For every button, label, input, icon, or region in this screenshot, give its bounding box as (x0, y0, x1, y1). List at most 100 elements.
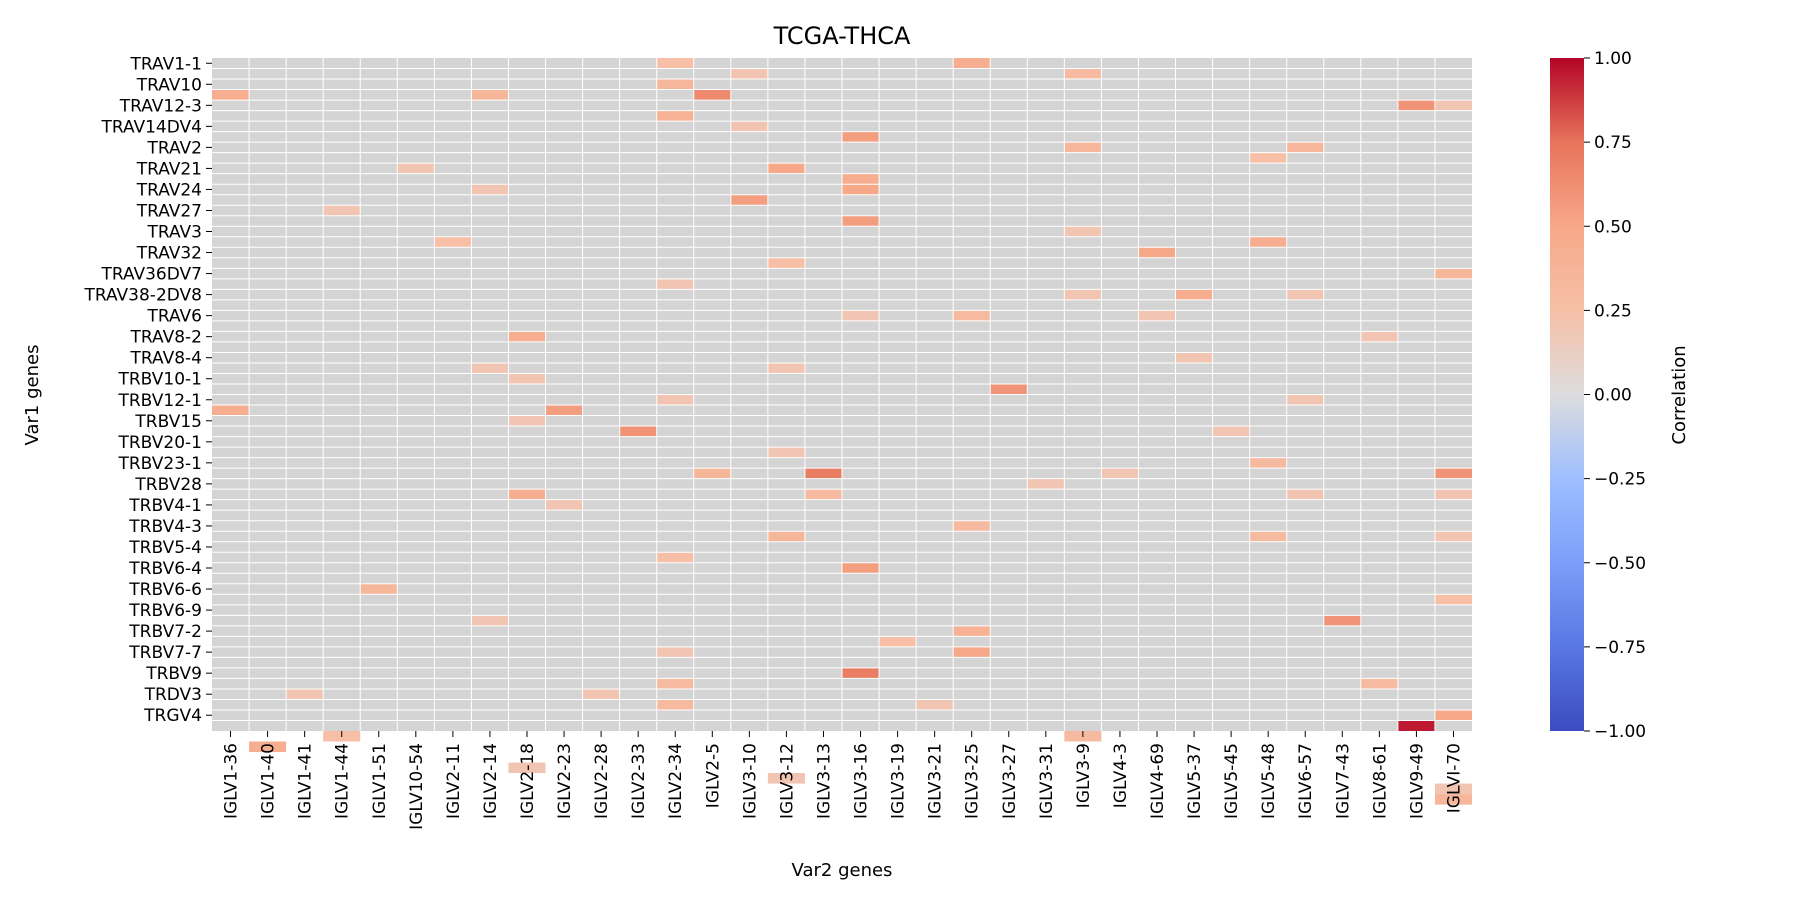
colorbar-tick-label: −0.75 (1594, 638, 1646, 658)
heatmap-cell (1175, 289, 1213, 300)
heatmap-cell (656, 646, 694, 658)
heatmap-cell (1064, 142, 1102, 153)
x-tick-label: IGLV2-33 (629, 743, 649, 819)
colorbar-ticks: 1.00 0.75 0.50 0.25 0.00 −0.25 −0.50 −0.75 −1.00 (1584, 49, 1646, 742)
x-tick-label: IGLV2-18 (518, 743, 538, 819)
y-tick-label: TRDV3 (144, 685, 202, 705)
heatmap-cell (842, 131, 880, 143)
heatmap-cell (508, 762, 546, 774)
y-tick-label: TRAV1-1 (130, 54, 202, 74)
heatmap-cell (1212, 426, 1250, 437)
heatmap-cell (730, 121, 768, 132)
heatmap-cell (842, 184, 880, 195)
heatmap-cell (1286, 289, 1324, 300)
heatmap-cell (1175, 352, 1213, 363)
y-tick-label: TRAV38-2DV8 (84, 286, 203, 306)
x-tick-label: IGLV2-28 (592, 743, 612, 819)
y-axis-ticks: TRAV1-1TRAV10TRAV12-3TRAV14DV4TRAV2TRAV2… (84, 54, 212, 726)
heatmap-cell (249, 741, 287, 753)
heatmap-cell (804, 489, 842, 500)
heatmap-cell (323, 205, 361, 216)
heatmap-cell (1286, 142, 1324, 153)
x-tick-label: IGLV6-57 (1296, 743, 1316, 819)
heatmap-cell (545, 405, 583, 416)
heatmap-cell (656, 678, 694, 689)
heatmap-cell (1249, 531, 1287, 542)
colorbar-tick-label: −1.00 (1594, 722, 1646, 742)
heatmap-cell (1323, 615, 1361, 626)
y-tick-label: TRBV5-4 (128, 538, 202, 558)
x-tick-label: IGLV5-48 (1259, 743, 1279, 819)
x-tick-label: IGLV9-49 (1407, 743, 1427, 819)
x-tick-label: IGLV2-23 (555, 743, 575, 819)
heatmap-cell (1360, 331, 1398, 342)
y-axis-label: Var1 genes (22, 345, 43, 446)
x-tick-label: IGLV3-21 (926, 743, 946, 819)
x-tick-label: IGLV1-36 (222, 743, 242, 819)
heatmap-cell (730, 194, 768, 206)
y-tick-label: TRAV21 (136, 159, 202, 179)
heatmap-cell (1101, 468, 1139, 479)
y-tick-label: TRAV27 (136, 201, 202, 221)
colorbar-tick-label: 1.00 (1594, 49, 1632, 69)
x-tick-label: IGLV2-11 (444, 743, 464, 819)
x-tick-label: IGLV8-61 (1370, 743, 1390, 819)
x-tick-label: IGLV1-51 (370, 743, 390, 819)
heatmap-cell (1434, 268, 1472, 279)
heatmap-cell (842, 562, 880, 574)
x-tick-label: IGLV1-44 (333, 743, 353, 819)
heatmap-cell (842, 215, 880, 227)
heatmap-cell (842, 173, 880, 185)
heatmap-cell (212, 89, 250, 101)
y-tick-label: TRAV10 (136, 75, 202, 95)
y-tick-label: TRAV32 (136, 244, 202, 264)
y-tick-label: TRBV7-7 (128, 643, 202, 663)
heatmap-cell (990, 383, 1028, 395)
x-tick-label: IGLV3-27 (1000, 743, 1020, 819)
heatmap-cell (767, 163, 805, 174)
y-tick-label: TRBV9 (145, 664, 202, 684)
y-tick-label: TRGV4 (143, 706, 202, 726)
y-tick-label: TRBV7-2 (128, 622, 202, 642)
colorbar-tick-label: 0.75 (1594, 133, 1632, 153)
heatmap-cell (619, 426, 657, 437)
heatmap-cell (1286, 489, 1324, 500)
x-tick-label: IGLV3-9 (1074, 743, 1094, 808)
heatmap-cell (656, 394, 694, 406)
colorbar-tick-label: −0.50 (1594, 554, 1646, 574)
heatmap-cell (1434, 100, 1472, 111)
heatmap-cell (1138, 247, 1176, 258)
colorbar-tick-label: 0.50 (1594, 217, 1632, 237)
heatmap-cell (1138, 310, 1176, 321)
heatmap-cell (767, 362, 805, 374)
heatmap-cell (582, 688, 620, 700)
y-tick-label: TRBV4-3 (128, 517, 202, 537)
y-tick-label: TRBV6-6 (128, 580, 202, 600)
heatmap-cell (767, 773, 805, 784)
heatmap-cell (508, 373, 546, 384)
heatmap-cell (397, 163, 435, 174)
heatmap-cell (1360, 678, 1398, 689)
colorbar-label: Correlation (1669, 345, 1690, 444)
x-tick-label: IGLV2-34 (666, 743, 686, 819)
colorbar-tick-label: 0.00 (1594, 386, 1632, 406)
heatmap-cell (1286, 394, 1324, 406)
heatmap-cell (767, 447, 805, 458)
y-tick-label: TRAV24 (136, 180, 202, 200)
x-tick-label: IGLV3-25 (963, 743, 983, 819)
x-tick-label: IGLV10-54 (407, 743, 427, 830)
x-tick-label: IGLV1-41 (296, 743, 316, 819)
y-tick-label: TRAV3 (147, 223, 203, 243)
heatmap-cell (1027, 478, 1065, 490)
heatmap-cell (471, 615, 509, 626)
heatmap-cell (842, 310, 880, 321)
heatmap-cell (286, 688, 324, 700)
x-axis-label: Var2 genes (792, 860, 893, 881)
y-tick-label: TRAV36DV7 (100, 265, 202, 285)
heatmap-cell (953, 520, 991, 532)
heatmap-cell (693, 89, 731, 101)
x-tick-label: IGLV3-19 (889, 743, 909, 819)
heatmap-cell (693, 468, 731, 479)
heatmap-cell (1397, 100, 1435, 111)
